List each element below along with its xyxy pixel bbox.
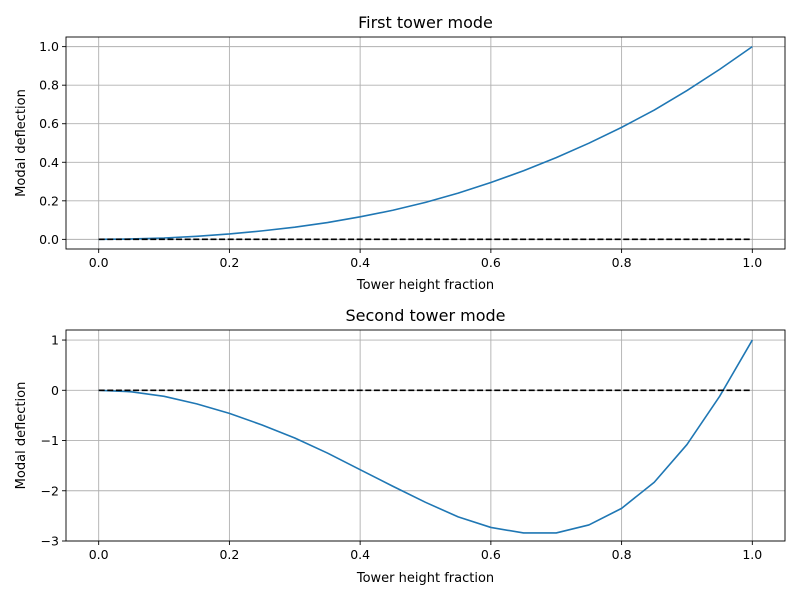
x-tick-label: 0.0	[89, 547, 109, 562]
y-tick-label: −3	[41, 534, 59, 549]
y-tick-label: 0.2	[39, 193, 59, 208]
y-tick-label: −1	[41, 433, 59, 448]
bottom-chart: 0.0 0.2 0.4 0.6 0.8 1.0 −3 −2 −1 0 1 Second tower m…	[14, 306, 786, 586]
x-tick-label: 1.0	[742, 255, 762, 270]
x-tick-label: 0.8	[612, 255, 632, 270]
x-tick-label: 1.0	[742, 547, 762, 562]
plot-frame	[65, 329, 786, 542]
y-tick-label: 0.6	[39, 116, 59, 131]
y-tick-label: 1	[51, 333, 59, 348]
y-tick-label: 0.8	[39, 78, 59, 93]
y-tick-label: 1.0	[39, 39, 59, 54]
x-tick-label: 0.6	[481, 255, 501, 270]
x-tick-label: 0.8	[612, 547, 632, 562]
x-tick-label: 0.2	[219, 547, 239, 562]
top-chart: 0.0 0.2 0.4 0.6 0.8 1.0 0.0 0.2 0.4 0.6 0.8 1.0 Firs…	[14, 13, 786, 293]
y-tick-label: 0.0	[39, 232, 59, 247]
mode-shape-line	[98, 45, 753, 241]
y-tick-label: −2	[41, 483, 59, 498]
x-tick-label: 0.0	[89, 255, 109, 270]
chart-title: Second tower mode	[346, 306, 506, 325]
chart-title: First tower mode	[358, 13, 493, 32]
x-tick-label: 0.4	[350, 255, 370, 270]
x-tick-label: 0.2	[219, 255, 239, 270]
y-axis-label: Modal deflection	[14, 382, 29, 490]
x-axis-label: Tower height fraction	[356, 278, 494, 293]
y-tick-label: 0	[51, 383, 59, 398]
x-tick-label: 0.6	[481, 547, 501, 562]
x-tick-label: 0.4	[350, 547, 370, 562]
mode-shape-line	[98, 339, 754, 534]
x-axis-label: Tower height fraction	[356, 571, 494, 586]
y-axis-label: Modal deflection	[14, 89, 29, 197]
plot-frame	[65, 36, 786, 250]
y-tick-label: 0.4	[39, 155, 59, 170]
